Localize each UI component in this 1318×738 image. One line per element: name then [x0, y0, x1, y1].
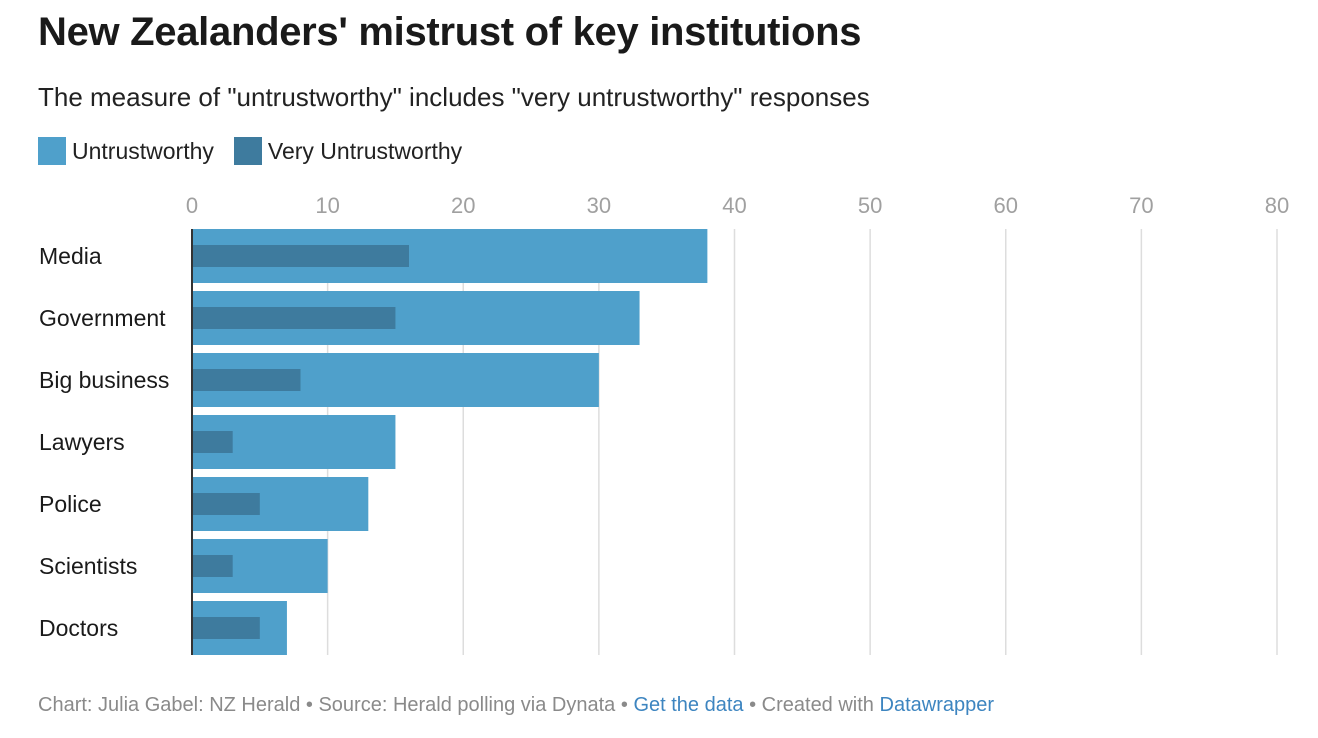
category-label: Lawyers — [39, 429, 125, 455]
footer-source: Source: Herald polling via Dynata — [318, 694, 616, 716]
bar-very-untrustworthy — [192, 555, 233, 577]
x-tick-label: 30 — [587, 193, 611, 218]
legend-swatch-very-untrustworthy — [233, 137, 262, 165]
datawrapper-link[interactable]: Datawrapper — [879, 694, 995, 716]
x-tick-label: 80 — [1265, 193, 1289, 218]
category-label: Police — [39, 491, 102, 517]
footer-created: Created with — [761, 694, 874, 716]
x-tick-label: 10 — [315, 193, 339, 218]
get-data-link[interactable]: Get the data — [633, 694, 744, 716]
x-tick-label: 40 — [722, 193, 746, 218]
bar-very-untrustworthy — [192, 245, 409, 267]
bar-very-untrustworthy — [192, 431, 233, 453]
legend-label-very-untrustworthy: Very Untrustworthy — [267, 137, 463, 164]
footer-separator: • — [620, 694, 628, 716]
category-label: Doctors — [39, 615, 118, 641]
bar-very-untrustworthy — [192, 493, 260, 515]
x-tick-label: 0 — [186, 193, 198, 218]
legend-item-untrustworthy: Untrustworthy — [38, 137, 214, 165]
chart-subtitle: The measure of "untrustworthy" includes … — [38, 82, 870, 112]
legend-label-untrustworthy: Untrustworthy — [72, 137, 214, 164]
footer-credit: Chart: Julia Gabel: NZ Herald — [38, 694, 301, 716]
bar-very-untrustworthy — [192, 307, 396, 329]
x-tick-label: 50 — [858, 193, 882, 218]
legend: Untrustworthy Very Untrustworthy — [38, 137, 482, 165]
category-label: Government — [39, 305, 166, 331]
x-tick-label: 70 — [1129, 193, 1153, 218]
x-tick-label: 20 — [451, 193, 475, 218]
bar-very-untrustworthy — [192, 617, 260, 639]
footer-separator: • — [749, 694, 757, 716]
legend-item-very-untrustworthy: Very Untrustworthy — [233, 137, 463, 165]
chart-title: New Zealanders' mistrust of key institut… — [38, 10, 862, 54]
x-tick-label: 60 — [994, 193, 1018, 218]
category-label: Big business — [39, 367, 169, 393]
footer: Chart: Julia Gabel: NZ Herald • Source: … — [38, 694, 994, 717]
bar-very-untrustworthy — [192, 369, 301, 391]
category-label: Media — [39, 243, 102, 269]
footer-separator: • — [305, 694, 313, 716]
legend-swatch-untrustworthy — [38, 137, 66, 165]
category-label: Scientists — [39, 553, 137, 579]
